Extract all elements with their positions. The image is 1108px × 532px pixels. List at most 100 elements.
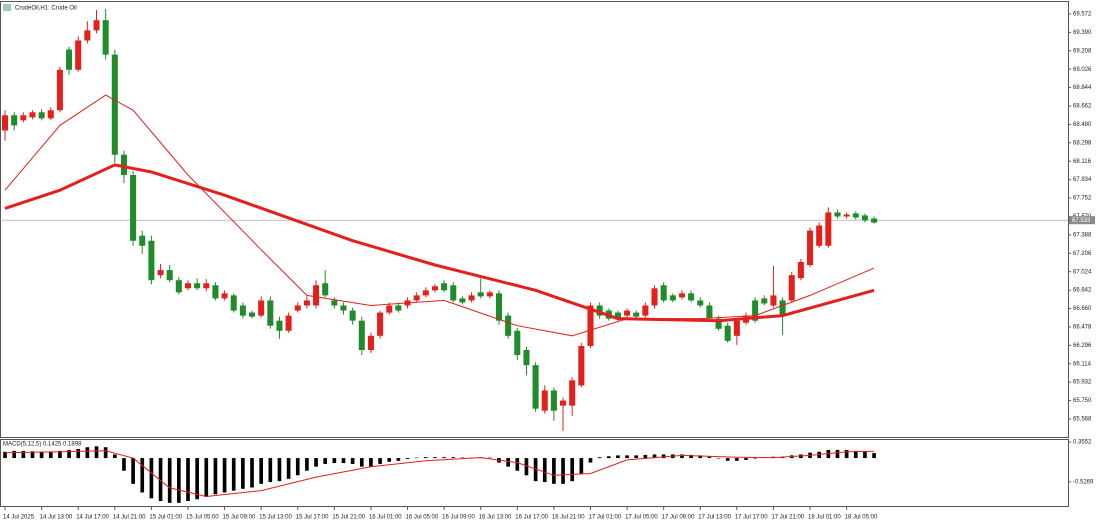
macd-bar [332, 458, 337, 464]
macd-panel [0, 439, 1069, 507]
x-tick-label: 16 Jul 21:00 [552, 515, 585, 521]
macd-bar [735, 458, 739, 461]
y-tick-label: 69.026 [1073, 67, 1092, 73]
macd-bar [387, 458, 392, 462]
candle-body [11, 115, 18, 126]
candle-body [532, 365, 539, 409]
macd-bar [122, 458, 126, 471]
macd-bar [286, 458, 291, 479]
candle-body [148, 240, 155, 281]
x-tick-label: 16 Jul 01:00 [369, 515, 402, 521]
candle-body [166, 270, 173, 281]
candle-body [505, 315, 512, 336]
candle-body [111, 54, 118, 155]
candle-body [779, 300, 786, 316]
candle-body [221, 293, 228, 299]
candle-body [75, 40, 82, 70]
macd-bar [451, 457, 456, 459]
candle-body [2, 115, 9, 131]
candle-body [203, 283, 210, 289]
x-tick-label: 17 Jul 05:00 [625, 515, 658, 521]
candle-body [358, 320, 365, 350]
macd-title: MACD(5,12,5) 0.1425 0.1898 [3, 442, 82, 448]
macd-bar [30, 451, 35, 459]
candle-body [184, 283, 192, 289]
candle-body [541, 390, 548, 411]
candle-body [495, 293, 503, 321]
macd-bar [643, 454, 648, 459]
candle-body [834, 212, 841, 217]
macd-bar [652, 454, 657, 459]
macd-bar [552, 458, 556, 484]
candle-body [596, 305, 603, 316]
candle-body [477, 292, 484, 297]
candle-body [47, 110, 54, 119]
macd-bar [625, 455, 629, 459]
x-tick-label: 15 Jul 13:00 [259, 515, 292, 521]
macd-bar [753, 458, 757, 459]
macd-bar [103, 447, 108, 459]
x-tick-label: 16 Jul 05:00 [406, 515, 439, 521]
macd-bar [863, 451, 867, 459]
y-tick-label: 69.208 [1073, 48, 1092, 54]
candle-body [843, 214, 850, 217]
x-tick-label: 17 Jul 01:00 [588, 515, 621, 521]
candle-body [560, 400, 567, 406]
candle-body [84, 30, 91, 41]
y-tick-label: 67.206 [1073, 251, 1092, 257]
macd-bar [433, 457, 437, 459]
candle-body [715, 318, 722, 329]
candle-body [852, 213, 859, 218]
macd-bar [689, 454, 693, 459]
candle-body [788, 275, 795, 301]
candle-body [441, 283, 448, 291]
macd-bar [359, 458, 364, 467]
chart-title: CrudeOil,H1: Crude Oil [15, 6, 77, 12]
macd-bar [744, 458, 748, 460]
y-tick-label: 0.3552 [1073, 440, 1092, 446]
candle-body [294, 305, 301, 311]
candle-body [120, 154, 127, 175]
macd-bar [167, 458, 172, 503]
candle-body [514, 330, 521, 356]
macd-bar [378, 458, 382, 464]
candle-body [194, 283, 201, 289]
macd-bar [76, 449, 81, 459]
macd-bar [295, 458, 300, 476]
candle-body [871, 218, 878, 223]
candle-body [102, 20, 109, 55]
candle-body [349, 310, 356, 321]
y-tick-label: 66.478 [1073, 325, 1092, 331]
macd-bar [259, 458, 263, 484]
macd-bar [85, 447, 90, 459]
macd-bar [149, 458, 154, 499]
x-tick-label: 16 Jul 09:00 [442, 515, 475, 521]
signal-line [4, 450, 875, 498]
macd-bar [835, 449, 840, 459]
y-tick-label: 65.750 [1073, 398, 1092, 404]
macd-bar [277, 458, 282, 482]
y-tick-label: 66.296 [1073, 343, 1092, 349]
candle-body [331, 300, 338, 306]
candle-body [752, 300, 759, 321]
x-tick-label: 17 Jul 21:00 [771, 515, 804, 521]
macd-bar [844, 449, 849, 459]
macd-bar [506, 458, 510, 467]
macd-bar [460, 457, 465, 459]
x-tick-label: 15 Jul 09:00 [223, 515, 256, 521]
macd-bar [350, 458, 355, 464]
macd-bar [12, 450, 17, 459]
macd-bar [314, 458, 318, 467]
macd-bar [634, 455, 639, 459]
x-tick-label: 15 Jul 01:00 [149, 515, 182, 521]
macd-bar [414, 457, 419, 459]
macd-bar [488, 457, 492, 459]
y-tick-label: 68.116 [1073, 159, 1092, 165]
candle-body [66, 49, 73, 70]
candle-body [697, 300, 704, 306]
x-tick-label: 17 Jul 13:00 [698, 515, 731, 521]
candle-body [422, 290, 429, 296]
candle-body [413, 295, 420, 301]
candle-body [367, 335, 374, 350]
candle-body [587, 305, 594, 346]
